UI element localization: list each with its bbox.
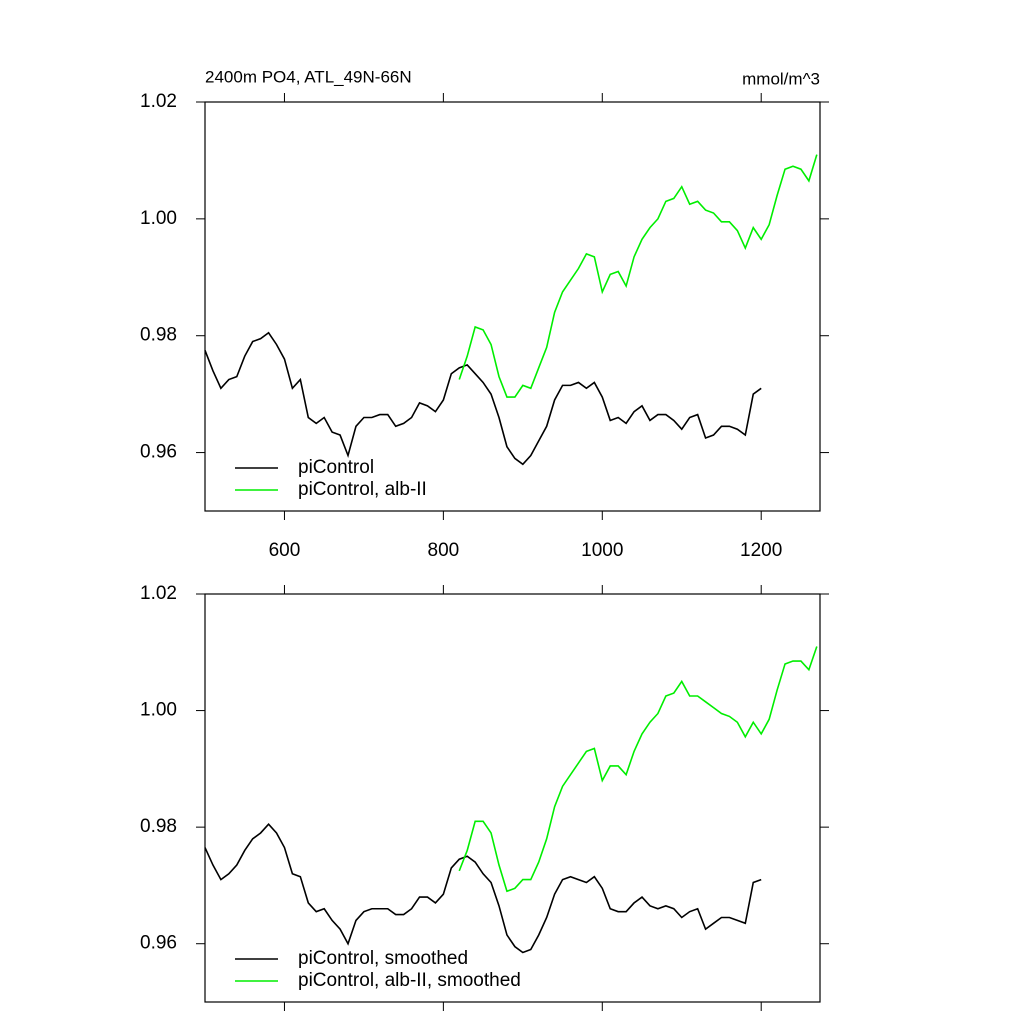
y-tick-label: 0.98 xyxy=(140,816,177,837)
y-tick-label: 1.00 xyxy=(140,700,177,721)
x-tick-label: 1000 xyxy=(581,540,623,561)
x-tick-label: 600 xyxy=(269,540,301,561)
legend-label: piControl, alb-II xyxy=(298,479,427,500)
y-tick-label: 1.02 xyxy=(140,91,177,112)
y-tick-label: 1.02 xyxy=(140,583,177,604)
units-label: mmol/m^3 xyxy=(742,69,820,88)
data-line xyxy=(204,823,762,954)
chart-title: 2400m PO4, ATL_49N-66N xyxy=(205,67,412,86)
data-line xyxy=(204,331,762,466)
x-tick-label: 1200 xyxy=(740,540,782,561)
legend-label: piControl, alb-II, smoothed xyxy=(298,970,521,991)
plot-frame xyxy=(204,101,821,512)
plot-frame xyxy=(204,593,821,1003)
y-tick-label: 0.96 xyxy=(140,933,177,954)
y-tick-label: 0.96 xyxy=(140,442,177,463)
data-line xyxy=(458,646,818,893)
data-line xyxy=(458,154,818,398)
legend-label: piControl xyxy=(298,457,374,478)
legend-label: piControl, smoothed xyxy=(298,948,468,969)
x-tick-label: 800 xyxy=(428,540,460,561)
y-tick-label: 1.00 xyxy=(140,208,177,229)
y-tick-label: 0.98 xyxy=(140,325,177,346)
